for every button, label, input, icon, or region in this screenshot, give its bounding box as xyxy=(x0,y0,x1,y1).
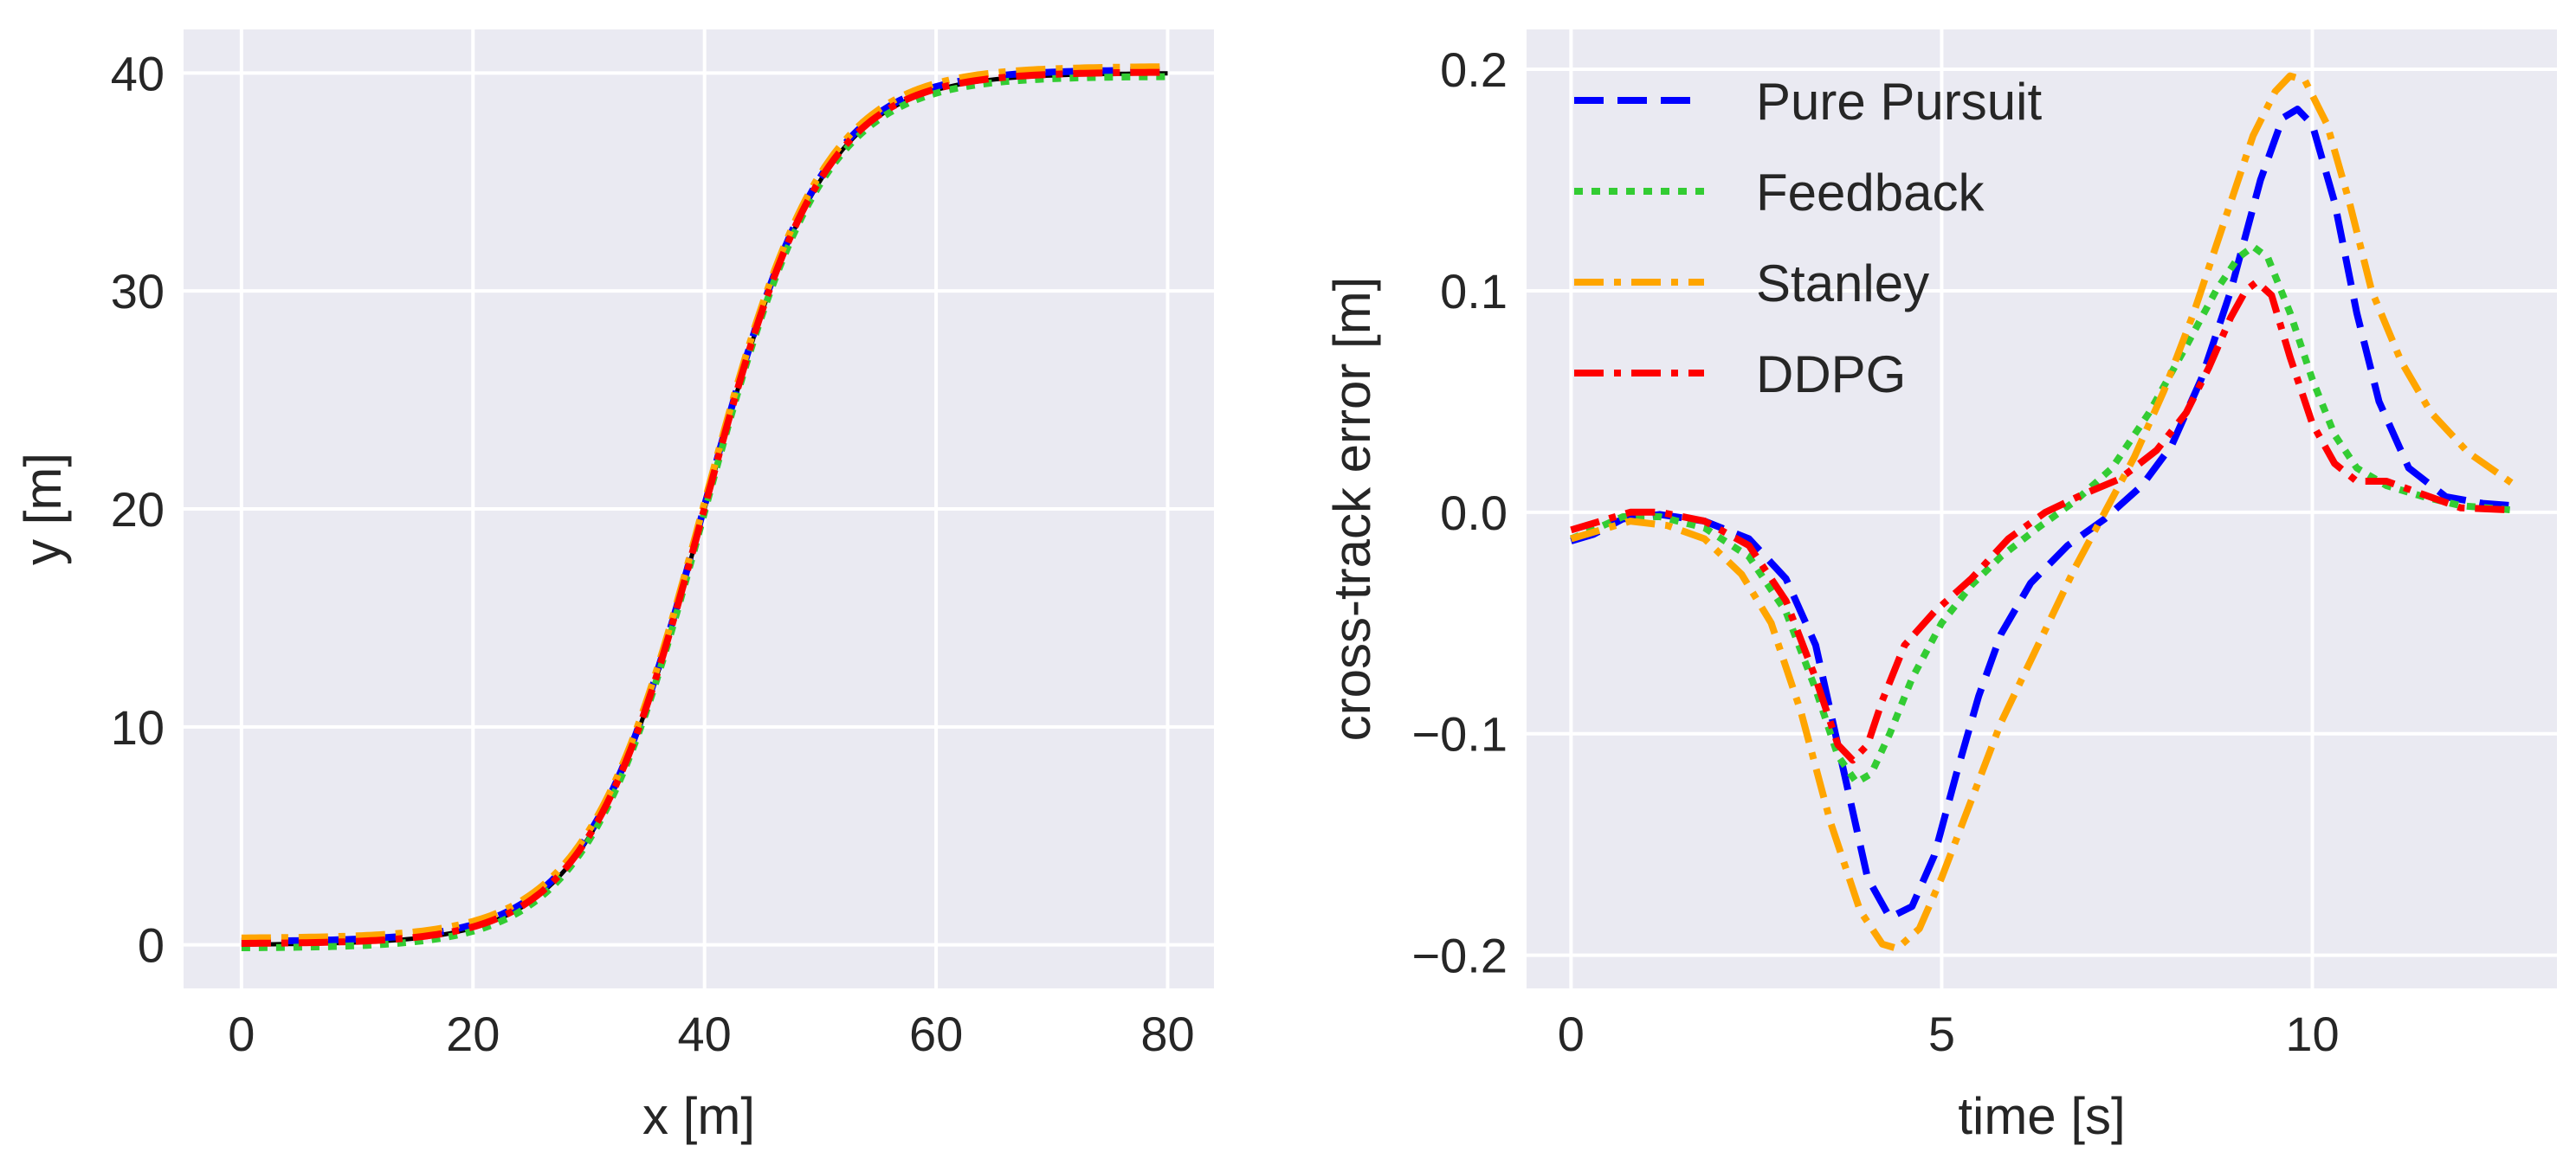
series-group xyxy=(241,63,1168,951)
legend: Pure Pursuit Feedback Stanley DDPG xyxy=(1574,73,2042,403)
series-line-stanley xyxy=(241,63,1168,942)
y-tick-label: 0.2 xyxy=(1440,42,1508,97)
x-tick-label: 20 xyxy=(446,1007,500,1061)
series-line-ddpg xyxy=(1570,278,2513,764)
path-plot: 0 20 40 60 80 0 10 20 30 40 x [m] y [m] xyxy=(14,29,1214,1145)
cross-track-error-plot: 0 5 10 −0.2 −0.1 0.0 0.1 0.2 time [s] cross-tr… xyxy=(1323,29,2557,1145)
series-line-ddpg xyxy=(241,68,1168,947)
y-tick-label: −0.1 xyxy=(1411,707,1508,762)
y-tick-label: 10 xyxy=(111,700,165,755)
y-tick-labels: 0 10 20 30 40 xyxy=(111,46,165,972)
y-tick-label: 20 xyxy=(111,482,165,537)
x-tick-label: 0 xyxy=(1558,1007,1585,1061)
legend-label-feedback: Feedback xyxy=(1756,164,1985,222)
legend-label-ddpg: DDPG xyxy=(1756,345,1906,403)
x-tick-label: 60 xyxy=(909,1007,963,1061)
plot-area-background xyxy=(1527,29,2557,988)
x-tick-label: 10 xyxy=(2285,1007,2339,1061)
x-tick-label: 80 xyxy=(1140,1007,1194,1061)
y-tick-label: 0.0 xyxy=(1440,486,1508,540)
series-group xyxy=(1569,72,2515,952)
x-axis-label: time [s] xyxy=(1958,1087,2125,1145)
series-line-feedback xyxy=(1569,242,2513,786)
y-tick-label: −0.2 xyxy=(1411,929,1508,983)
y-tick-label: 30 xyxy=(111,264,165,319)
y-axis-label: cross-track error [m] xyxy=(1323,277,1381,742)
x-tick-label: 40 xyxy=(678,1007,732,1061)
x-tick-labels: 0 5 10 xyxy=(1558,1007,2340,1061)
x-tick-label: 5 xyxy=(1928,1007,1955,1061)
y-tick-label: 40 xyxy=(111,46,165,100)
legend-label-stanley: Stanley xyxy=(1756,254,1929,312)
y-tick-label: 0 xyxy=(138,918,165,973)
x-tick-label: 0 xyxy=(228,1007,255,1061)
x-axis-label: x [m] xyxy=(642,1087,755,1145)
y-tick-labels: −0.2 −0.1 0.0 0.1 0.2 xyxy=(1411,42,1508,983)
series-line-stanley xyxy=(1570,72,2515,952)
legend-label-pure-pursuit: Pure Pursuit xyxy=(1756,73,2042,131)
x-tick-labels: 0 20 40 60 80 xyxy=(228,1007,1194,1061)
series-line-pure-pursuit xyxy=(1570,106,2513,922)
y-axis-label: y [m] xyxy=(14,453,72,565)
y-tick-label: 0.1 xyxy=(1440,264,1508,319)
